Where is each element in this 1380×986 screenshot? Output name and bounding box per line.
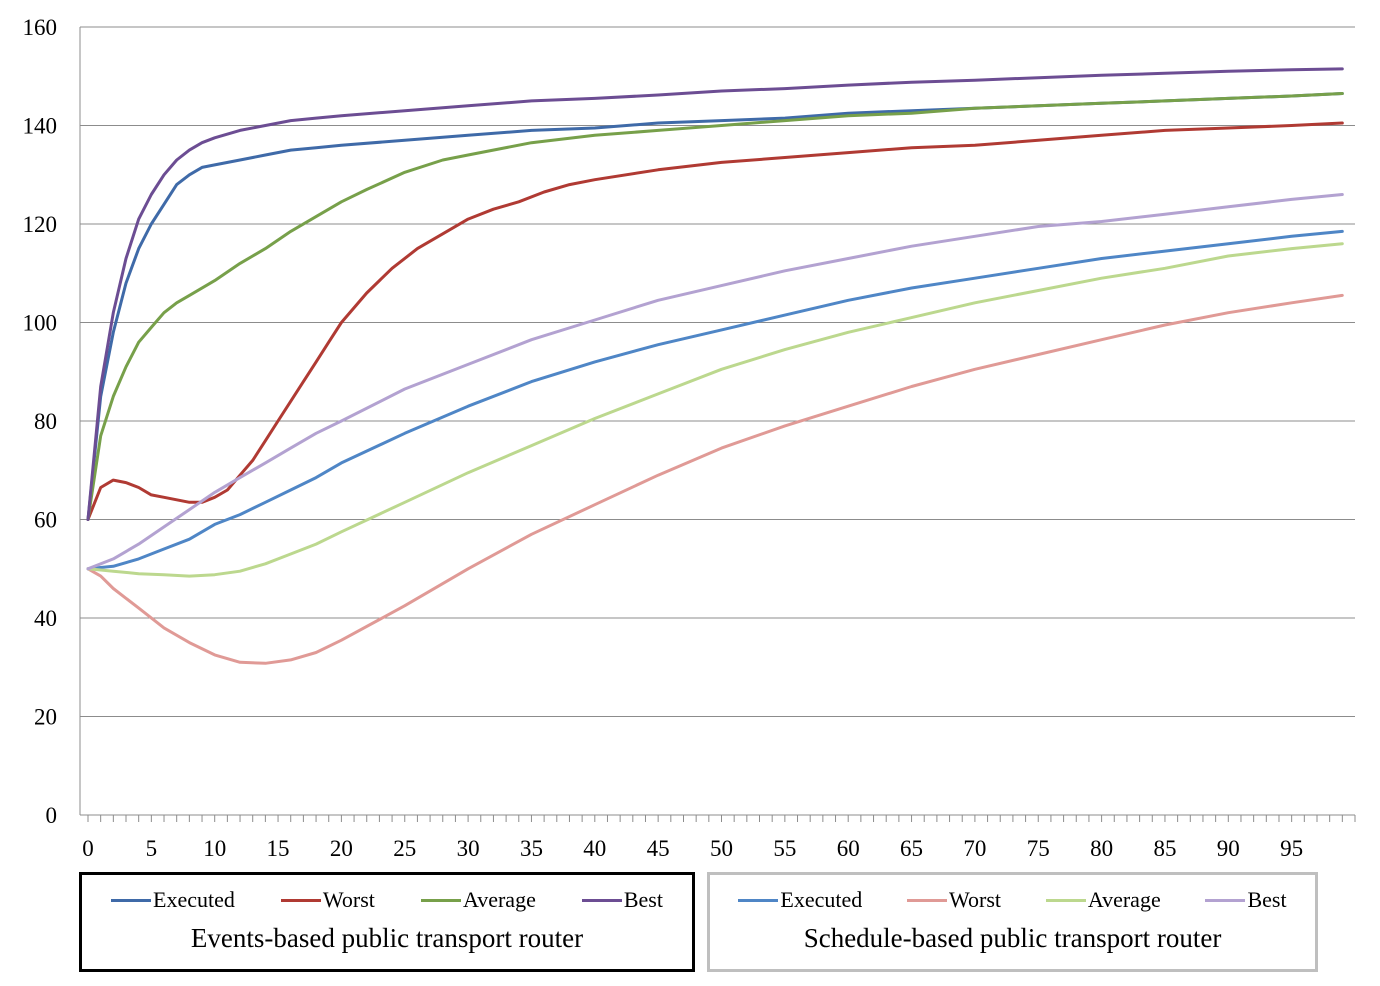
y-tick-label: 40 — [34, 606, 57, 631]
x-tick-label: 95 — [1280, 836, 1303, 861]
series-line-schedule-average — [86, 242, 1344, 578]
legend-item-executed: Executed — [111, 887, 235, 913]
legend-label: Average — [462, 887, 536, 912]
series-line-events-best — [86, 67, 1344, 521]
legend-swatch — [738, 898, 779, 902]
legend-item-best: Best — [581, 887, 663, 913]
legend-label: Worst — [322, 887, 375, 912]
x-tick-label: 20 — [330, 836, 353, 861]
x-tick-label: 55 — [773, 836, 796, 861]
legend-swatch — [1045, 898, 1086, 902]
legend-label: Average — [1087, 887, 1161, 912]
x-tick-labels: 0 5 10 15 20 25 30 35 40 45 50 55 60 65 70 75 80 85 90 95 — [82, 836, 1303, 861]
legend-title: Schedule-based public transport router — [803, 923, 1222, 953]
x-tick-label: 10 — [203, 836, 226, 861]
series-line-events-worst — [86, 121, 1344, 521]
legend-item-average: Average — [1045, 887, 1161, 913]
x-tick-label: 30 — [457, 836, 480, 861]
y-tick-label: 0 — [46, 803, 58, 828]
x-tick-label: 80 — [1090, 836, 1113, 861]
legend-entries: Executed Worst Average Best — [82, 887, 692, 913]
legend-swatch — [111, 898, 152, 902]
line-chart: 0 20 40 60 80 100 120 140 160 0 5 10 15 20 25 30 35 40 45… — [23, 15, 1356, 861]
legend-item-worst: Worst — [280, 887, 375, 913]
x-tick-label: 70 — [963, 836, 986, 861]
y-tick-label: 160 — [23, 15, 58, 40]
x-tick-label: 85 — [1153, 836, 1176, 861]
x-tick-label: 5 — [146, 836, 158, 861]
series-lines — [86, 67, 1344, 665]
x-tick-label: 25 — [393, 836, 416, 861]
legend-label: Executed — [780, 887, 863, 912]
legend-swatch — [907, 898, 948, 902]
legend-label: Best — [623, 887, 663, 912]
gridlines — [80, 26, 1355, 717]
legend-item-best: Best — [1205, 887, 1287, 913]
legend-item-worst: Worst — [907, 887, 1001, 913]
legend-label: Worst — [949, 887, 1002, 912]
legend-label: Best — [1247, 887, 1287, 912]
legend-item-average: Average — [420, 887, 536, 913]
legend-entries: Executed Worst Average Best — [710, 887, 1315, 913]
legend-title: Events-based public transport router — [190, 923, 584, 953]
x-tick-label: 50 — [710, 836, 733, 861]
x-tick-label: 65 — [900, 836, 923, 861]
y-tick-label: 80 — [34, 409, 57, 434]
legend-label: Executed — [153, 887, 235, 912]
y-tick-label: 100 — [23, 311, 58, 336]
legend-swatch — [1205, 898, 1246, 902]
series-line-schedule-executed — [86, 229, 1344, 571]
legend-item-executed: Executed — [738, 887, 862, 913]
legend-swatch — [420, 898, 461, 902]
x-tick-label: 75 — [1027, 836, 1050, 861]
x-tick-label: 60 — [837, 836, 860, 861]
series-line-schedule-best — [86, 193, 1344, 571]
x-tick-label: 45 — [647, 836, 670, 861]
series-line-schedule-worst — [86, 293, 1344, 665]
y-tick-label: 20 — [34, 705, 57, 730]
legend-swatch — [581, 898, 622, 902]
x-tick-label: 15 — [267, 836, 290, 861]
x-tick-label: 90 — [1217, 836, 1240, 861]
x-tick-label: 40 — [583, 836, 606, 861]
legend-swatch — [280, 898, 321, 902]
legend-schedule-based: Executed Worst Average Best Schedule-bas… — [707, 872, 1318, 972]
legend-events-based: Executed Worst Average Best Events-based… — [79, 872, 695, 972]
series-line-events-average — [86, 92, 1344, 521]
y-tick-label: 120 — [23, 212, 58, 237]
y-tick-label: 140 — [23, 114, 58, 139]
y-tick-label: 60 — [34, 508, 57, 533]
axes — [79, 27, 1356, 822]
y-tick-labels: 0 20 40 60 80 100 120 140 160 — [23, 15, 58, 828]
x-tick-label: 35 — [520, 836, 543, 861]
x-tick-label: 0 — [82, 836, 94, 861]
